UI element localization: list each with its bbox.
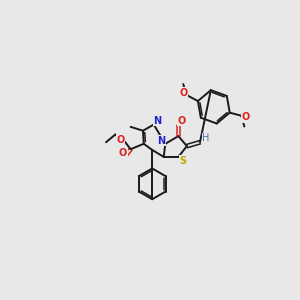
Text: O: O xyxy=(241,112,249,122)
Text: O: O xyxy=(116,135,125,145)
Text: O: O xyxy=(119,148,127,158)
Text: N: N xyxy=(154,116,162,126)
Text: O: O xyxy=(177,116,186,126)
Text: O: O xyxy=(179,88,188,98)
Text: H: H xyxy=(202,134,210,143)
Text: N: N xyxy=(158,136,166,146)
Text: S: S xyxy=(179,156,187,166)
